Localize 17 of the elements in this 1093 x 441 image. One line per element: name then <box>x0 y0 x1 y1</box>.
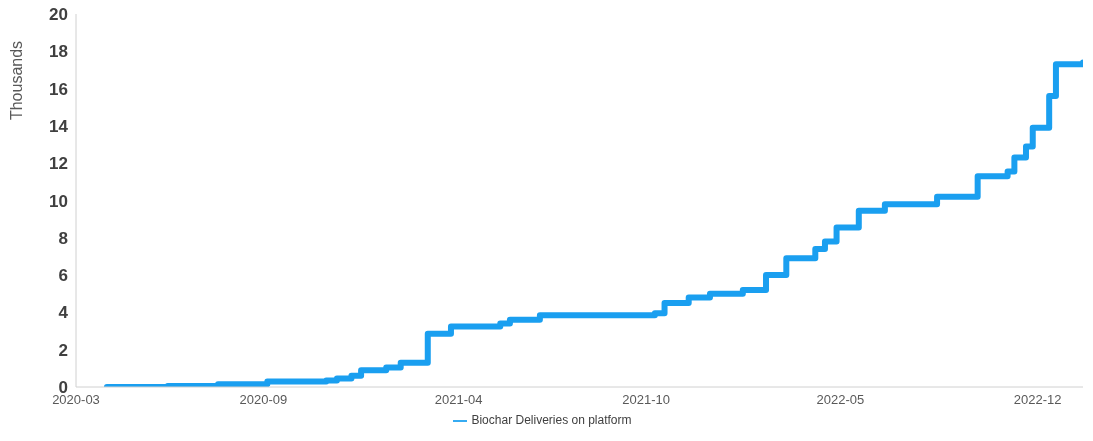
y-tick-label: 6 <box>58 266 68 286</box>
x-tick-label: 2022-05 <box>816 392 865 408</box>
y-tick-label: 14 <box>49 116 69 136</box>
y-tick-label: 8 <box>58 228 68 248</box>
x-tick-label: 2020-09 <box>239 392 288 408</box>
y-tick-label: 12 <box>49 154 68 174</box>
y-tick-label: 4 <box>58 303 69 323</box>
x-tick-label: 2021-04 <box>434 392 483 408</box>
x-tick-label: 2022-12 <box>1013 392 1062 408</box>
y-tick-label: 10 <box>49 191 68 211</box>
y-tick-label: 18 <box>49 42 68 62</box>
y-tick-label: 20 <box>49 5 68 25</box>
x-tick-label: 2021-10 <box>622 392 671 408</box>
y-tick-label: 16 <box>49 79 68 99</box>
y-axis-title: Thousands <box>7 40 25 121</box>
y-tick-label: 2 <box>58 340 68 360</box>
legend-label: Biochar Deliveries on platform <box>471 413 632 427</box>
